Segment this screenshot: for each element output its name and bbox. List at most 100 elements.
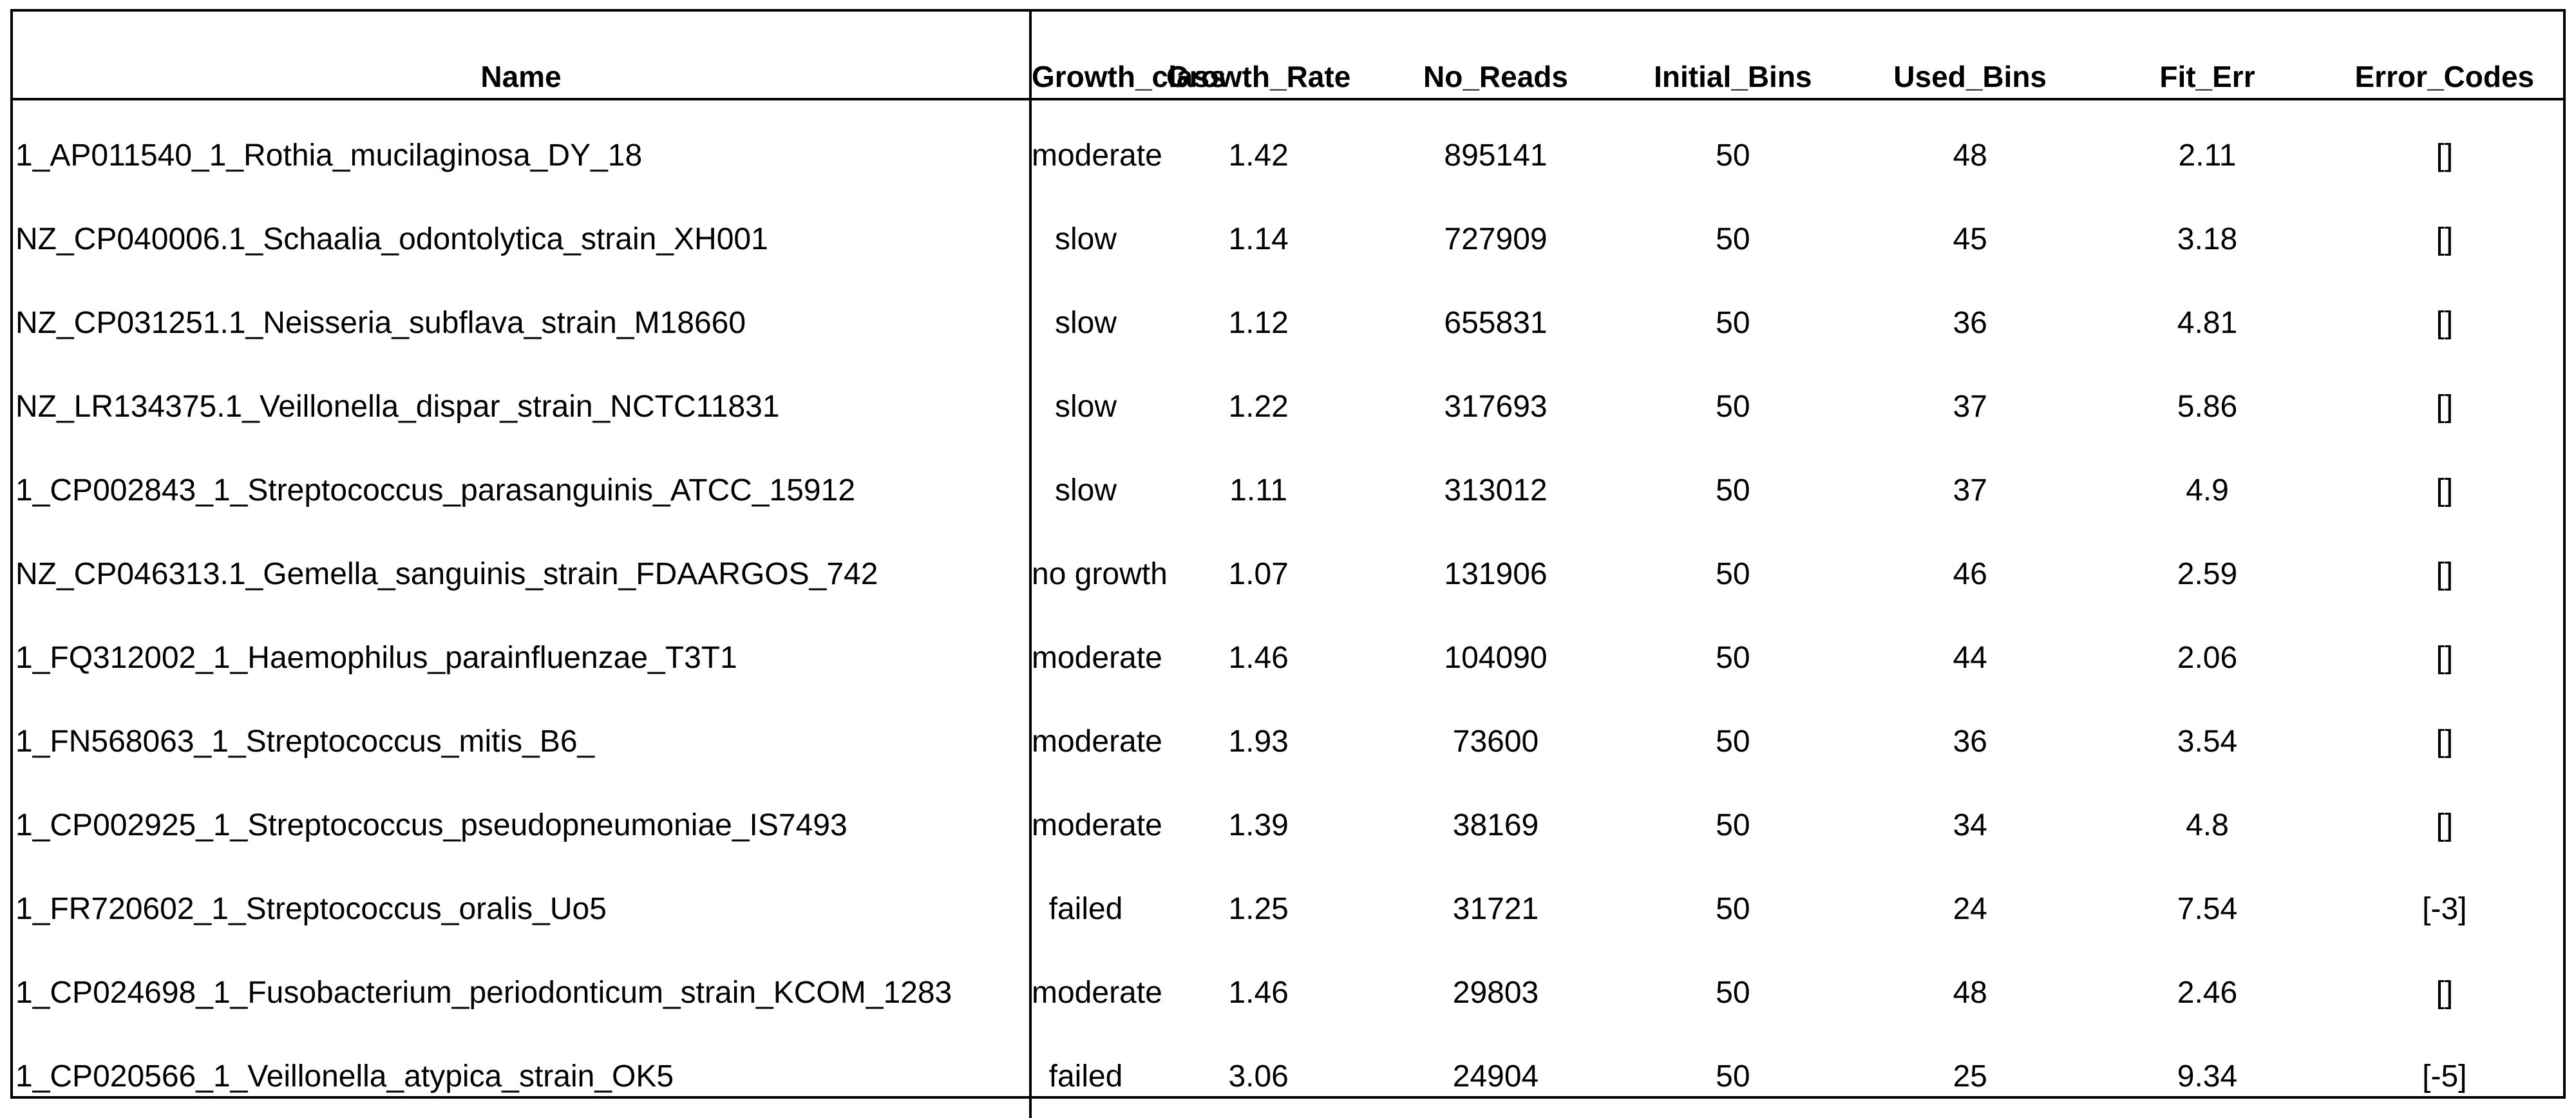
no-reads-cell: 727909 bbox=[1444, 222, 1548, 256]
fit-err-cell: 9.34 bbox=[2177, 1059, 2238, 1094]
initial-bins-cell: 50 bbox=[1716, 975, 1750, 1010]
used-bins-cell: 46 bbox=[1953, 556, 1987, 591]
table-row: 1_CP002843_1_Streptococcus_parasanguinis… bbox=[13, 448, 2563, 532]
fit-err-cell: 5.86 bbox=[2177, 389, 2238, 424]
name-cell: 1_CP002925_1_Streptococcus_pseudopneumon… bbox=[13, 783, 1032, 867]
growth-rate-cell: 1.07 bbox=[1228, 556, 1289, 591]
error-codes-cell: [] bbox=[2436, 222, 2454, 256]
error-codes-cell: [] bbox=[2436, 556, 2454, 591]
column-header-growth-class: Growth_class bbox=[1030, 12, 1226, 100]
table-row: 1_CP020566_1_Veillonella_atypica_strain_… bbox=[13, 1034, 2563, 1118]
growth-rate-cell: 1.11 bbox=[1229, 473, 1288, 507]
name-cell: 1_FR720602_1_Streptococcus_oralis_Uo5 bbox=[13, 867, 1032, 951]
name-cell: NZ_CP046313.1_Gemella_sanguinis_strain_F… bbox=[13, 532, 1032, 616]
table-row: 1_FN568063_1_Streptococcus_mitis_B6_ mode… bbox=[13, 699, 2563, 783]
initial-bins-cell: 50 bbox=[1716, 808, 1750, 842]
name-cell: 1_FN568063_1_Streptococcus_mitis_B6_ bbox=[13, 699, 1032, 783]
initial-bins-cell: 50 bbox=[1716, 1059, 1750, 1094]
name-cell: NZ_LR134375.1_Veillonella_dispar_strain_… bbox=[13, 365, 1032, 448]
used-bins-cell: 36 bbox=[1953, 724, 1987, 759]
growth-rate-cell: 1.39 bbox=[1228, 808, 1289, 842]
initial-bins-cell: 50 bbox=[1716, 305, 1750, 340]
column-header-error-codes: Error_Codes bbox=[2325, 12, 2563, 100]
table-body: 1_AP011540_1_Rothia_mucilaginosa_DY_18 mo… bbox=[13, 99, 2563, 1118]
fit-err-cell: 3.18 bbox=[2177, 222, 2238, 256]
error-codes-cell: [] bbox=[2436, 975, 2454, 1010]
table-row: 1_FQ312002_1_Haemophilus_parainfluenzae_… bbox=[13, 616, 2563, 699]
growth-rate-cell: 1.25 bbox=[1228, 891, 1289, 926]
column-header-used-bins: Used_Bins bbox=[1851, 12, 2089, 100]
results-table-frame: Name Growth_class Growth_Rate No_Reads I… bbox=[10, 9, 2566, 1118]
name-cell: 1_AP011540_1_Rothia_mucilaginosa_DY_18 bbox=[13, 99, 1032, 197]
growth-rate-cell: 1.46 bbox=[1228, 975, 1289, 1010]
growth-class-cell: slow bbox=[1054, 222, 1117, 256]
growth-rate-cell: 1.12 bbox=[1228, 305, 1289, 340]
name-cell: 1_FQ312002_1_Haemophilus_parainfluenzae_… bbox=[13, 616, 1032, 699]
no-reads-cell: 73600 bbox=[1452, 724, 1539, 759]
fit-err-cell: 2.11 bbox=[2178, 138, 2237, 173]
initial-bins-cell: 50 bbox=[1716, 389, 1750, 424]
fit-err-cell: 4.8 bbox=[2186, 808, 2229, 842]
table-row: 1_FR720602_1_Streptococcus_oralis_Uo5 fai… bbox=[13, 867, 2563, 951]
error-codes-cell: [] bbox=[2436, 389, 2454, 424]
growth-class-cell: slow bbox=[1054, 473, 1117, 507]
growth-rate-cell: 1.93 bbox=[1228, 724, 1289, 759]
no-reads-cell: 317693 bbox=[1444, 389, 1548, 424]
used-bins-cell: 25 bbox=[1953, 1059, 1987, 1094]
column-header-growth-rate: Growth_Rate bbox=[1140, 12, 1378, 100]
used-bins-cell: 24 bbox=[1953, 891, 1987, 926]
growth-class-cell: no growth bbox=[1032, 556, 1168, 591]
no-reads-cell: 895141 bbox=[1444, 138, 1548, 173]
table-row: NZ_CP046313.1_Gemella_sanguinis_strain_F… bbox=[13, 532, 2563, 616]
no-reads-cell: 29803 bbox=[1452, 975, 1539, 1010]
table-row: NZ_CP031251.1_Neisseria_subflava_strain_… bbox=[13, 281, 2563, 365]
error-codes-cell: [] bbox=[2436, 473, 2454, 507]
growth-class-cell: moderate bbox=[1032, 640, 1162, 675]
growth-rate-cell: 1.46 bbox=[1228, 640, 1289, 675]
no-reads-cell: 131906 bbox=[1444, 556, 1548, 591]
name-cell: 1_CP024698_1_Fusobacterium_periodonticum… bbox=[13, 951, 1032, 1034]
fit-err-cell: 7.54 bbox=[2177, 891, 2238, 926]
name-cell: NZ_CP031251.1_Neisseria_subflava_strain_… bbox=[13, 281, 1032, 365]
growth-class-cell: moderate bbox=[1032, 724, 1162, 759]
growth-rate-cell: 3.06 bbox=[1228, 1059, 1289, 1094]
error-codes-cell: [] bbox=[2436, 808, 2454, 842]
name-cell: 1_CP002843_1_Streptococcus_parasanguinis… bbox=[13, 448, 1032, 532]
name-cell: 1_CP020566_1_Veillonella_atypica_strain_… bbox=[13, 1034, 1032, 1118]
column-header-name: Name bbox=[13, 12, 1032, 100]
initial-bins-cell: 50 bbox=[1716, 556, 1750, 591]
growth-class-cell: slow bbox=[1054, 305, 1117, 340]
error-codes-cell: [-3] bbox=[2422, 891, 2467, 926]
growth-results-table: Name Growth_class Growth_Rate No_Reads I… bbox=[13, 12, 2563, 1118]
no-reads-cell: 104090 bbox=[1444, 640, 1548, 675]
no-reads-cell: 24904 bbox=[1452, 1059, 1539, 1094]
growth-class-cell: moderate bbox=[1032, 138, 1162, 173]
used-bins-cell: 36 bbox=[1953, 305, 1987, 340]
fit-err-cell: 4.9 bbox=[2186, 473, 2229, 507]
growth-class-cell: failed bbox=[1048, 1059, 1123, 1094]
growth-class-cell: failed bbox=[1048, 891, 1123, 926]
column-header-initial-bins: Initial_Bins bbox=[1614, 12, 1852, 100]
used-bins-cell: 48 bbox=[1953, 138, 1987, 173]
column-header-fit-err: Fit_Err bbox=[2088, 12, 2326, 100]
table-row: 1_CP024698_1_Fusobacterium_periodonticum… bbox=[13, 951, 2563, 1034]
error-codes-cell: [] bbox=[2436, 305, 2454, 340]
initial-bins-cell: 50 bbox=[1716, 891, 1750, 926]
used-bins-cell: 37 bbox=[1953, 473, 1987, 507]
error-codes-cell: [] bbox=[2436, 138, 2454, 173]
fit-err-cell: 2.59 bbox=[2177, 556, 2238, 591]
used-bins-cell: 45 bbox=[1953, 222, 1987, 256]
fit-err-cell: 3.54 bbox=[2177, 724, 2238, 759]
table-row: NZ_CP040006.1_Schaalia_odontolytica_stra… bbox=[13, 197, 2563, 281]
growth-rate-cell: 1.22 bbox=[1228, 389, 1289, 424]
growth-rate-cell: 1.14 bbox=[1228, 222, 1289, 256]
growth-class-cell: slow bbox=[1054, 389, 1117, 424]
initial-bins-cell: 50 bbox=[1716, 473, 1750, 507]
no-reads-cell: 31721 bbox=[1452, 891, 1539, 926]
initial-bins-cell: 50 bbox=[1716, 222, 1750, 256]
used-bins-cell: 34 bbox=[1953, 808, 1987, 842]
initial-bins-cell: 50 bbox=[1716, 724, 1750, 759]
table-row: 1_CP002925_1_Streptococcus_pseudopneumon… bbox=[13, 783, 2563, 867]
initial-bins-cell: 50 bbox=[1716, 138, 1750, 173]
table-row: 1_AP011540_1_Rothia_mucilaginosa_DY_18 mo… bbox=[13, 99, 2563, 197]
